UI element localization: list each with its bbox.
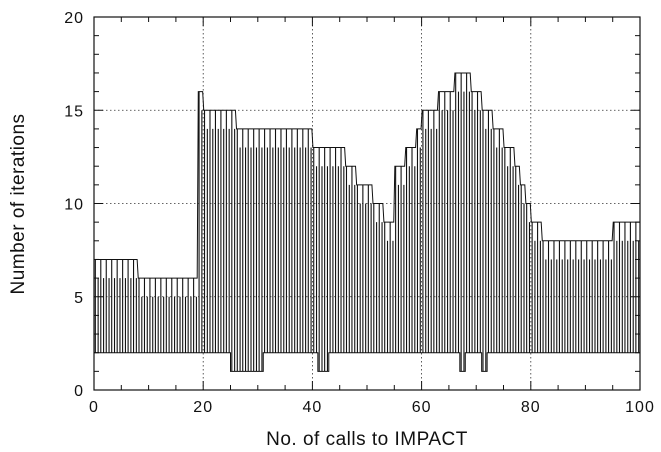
y-axis-title: Number of iterations <box>8 113 29 294</box>
grid-lines <box>94 17 640 390</box>
x-tick-label: 40 <box>303 399 323 416</box>
max-envelope <box>94 72 640 279</box>
y-tick-label: 20 <box>64 10 84 27</box>
y-tick-label: 5 <box>74 290 84 307</box>
data-series <box>94 72 640 372</box>
axis-ticks: 0 20 40 60 80 100 0 5 10 15 20 <box>64 10 655 416</box>
x-tick-label: 0 <box>89 399 99 416</box>
x-tick-label: 80 <box>521 399 541 416</box>
y-tick-label: 0 <box>74 383 84 400</box>
y-tick-label: 15 <box>64 103 84 120</box>
x-tick-label: 60 <box>412 399 432 416</box>
x-tick-label: 20 <box>193 399 213 416</box>
y-tick-label: 10 <box>64 197 84 214</box>
x-tick-label: 100 <box>625 399 655 416</box>
min-envelope <box>94 352 640 372</box>
x-axis-title: No. of calls to IMPACT <box>266 429 468 450</box>
